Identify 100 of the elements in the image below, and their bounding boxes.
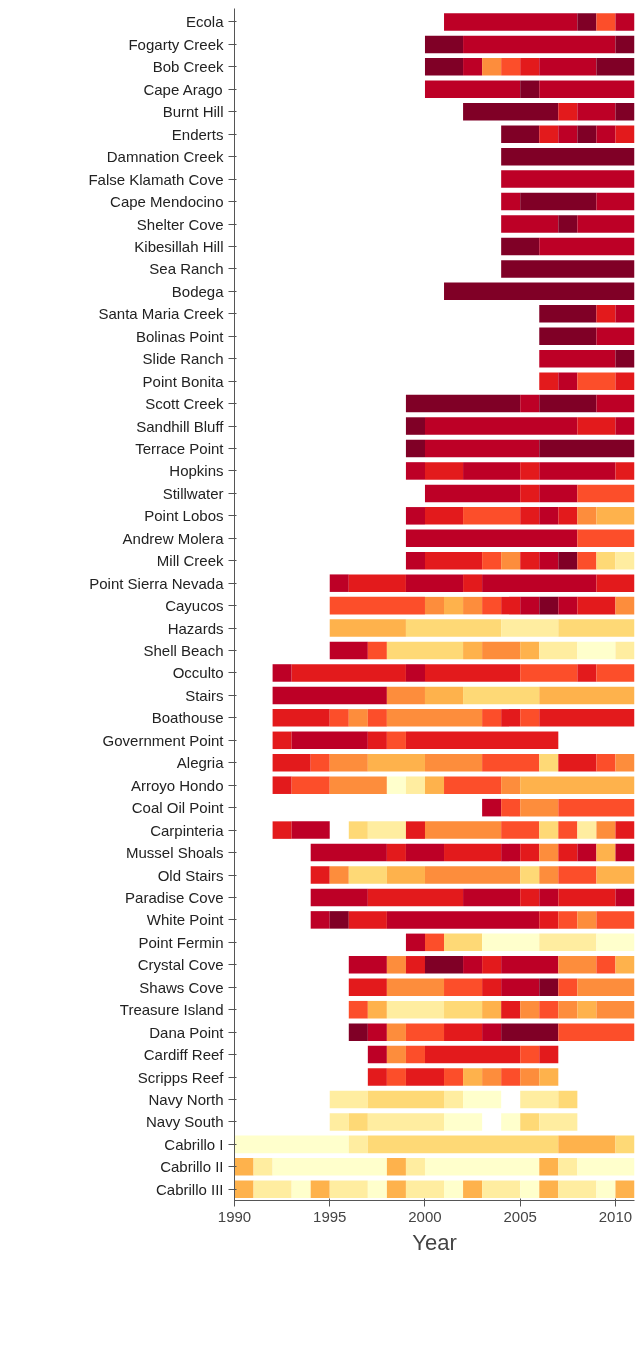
bar	[310, 888, 368, 907]
x-tick-label: 2005	[503, 1207, 537, 1225]
bar	[482, 956, 502, 974]
bar	[615, 125, 635, 143]
y-tick-label: Bolinas Point	[135, 327, 225, 345]
x-tick-label: 1990	[217, 1207, 252, 1225]
bar	[577, 215, 635, 233]
bar	[424, 1045, 521, 1064]
y-tick-label: Stillwater	[162, 484, 224, 502]
bar	[596, 192, 635, 211]
bar	[615, 35, 635, 54]
bar	[463, 1180, 483, 1199]
bar	[424, 956, 464, 974]
bar	[463, 462, 521, 480]
y-tick-label: Shell Beach	[143, 642, 224, 660]
y-tick-label: Mussel Shoals	[125, 844, 224, 862]
bar	[463, 888, 521, 907]
bar	[424, 35, 464, 54]
bar	[501, 125, 540, 143]
bar	[405, 551, 425, 570]
y-tick-label: Hopkins	[169, 462, 224, 480]
bar	[348, 821, 368, 839]
y-tick-label: Paradise Cove	[125, 888, 224, 906]
y-tick-label: Andrew Molera	[122, 529, 225, 547]
bar	[539, 349, 616, 368]
bar	[615, 462, 635, 480]
x-tick-label: 2000	[408, 1207, 442, 1225]
bar	[367, 1045, 387, 1064]
y-tick-label: Point Fermin	[138, 933, 224, 951]
x-tick-label: 2010	[598, 1207, 633, 1225]
bar	[596, 58, 635, 76]
bar	[501, 596, 521, 615]
bar	[539, 507, 559, 525]
bar	[596, 821, 616, 839]
bar	[482, 978, 502, 996]
bar	[577, 13, 597, 31]
y-tick-label: Cape Arago	[143, 80, 223, 98]
y-tick-label: Old Stairs	[157, 866, 224, 884]
bar	[577, 103, 616, 121]
bar	[558, 866, 597, 884]
bar	[329, 574, 349, 592]
bar	[520, 507, 540, 525]
y-tick-label: Bob Creek	[152, 58, 224, 76]
bar	[596, 1000, 635, 1019]
bar	[558, 619, 635, 637]
bar	[444, 933, 483, 952]
y-tick-label: Slide Ranch	[142, 350, 224, 368]
bar	[558, 551, 578, 570]
bar	[501, 978, 540, 996]
bar	[310, 911, 330, 929]
y-tick-label: Hazards	[167, 619, 224, 637]
bar	[539, 596, 559, 615]
bar	[405, 664, 425, 682]
bar	[501, 843, 521, 862]
bar	[615, 372, 635, 390]
y-tick-label: Scott Creek	[145, 395, 224, 413]
bar	[596, 911, 635, 929]
bar	[405, 507, 425, 525]
bar	[463, 103, 559, 121]
y-tick-label: Santa Maria Creek	[98, 305, 224, 323]
bar	[520, 866, 540, 884]
y-tick-label: White Point	[146, 911, 225, 929]
y-tick-label: Enderts	[171, 125, 224, 143]
bar	[558, 1180, 597, 1199]
bar	[405, 933, 425, 952]
y-tick-label: Mill Creek	[156, 552, 224, 570]
bar	[501, 1000, 521, 1019]
y-tick-label: Occulto	[172, 664, 224, 682]
y-tick-label: Dana Point	[149, 1023, 225, 1041]
bar	[501, 147, 635, 166]
bar	[539, 394, 597, 413]
bar	[558, 125, 578, 143]
bar	[405, 462, 425, 480]
bar	[539, 821, 559, 839]
bar	[539, 754, 559, 772]
bar	[615, 956, 635, 974]
bar	[482, 798, 502, 817]
bar	[615, 1135, 635, 1154]
y-tick-label: Shelter Cove	[136, 215, 224, 233]
bar	[520, 462, 540, 480]
bar	[558, 1090, 578, 1109]
bar	[539, 1045, 559, 1064]
bar	[558, 507, 578, 525]
bar	[539, 484, 578, 503]
bar	[272, 686, 387, 705]
bar	[596, 1180, 616, 1199]
y-tick-label: Cape Mendocino	[110, 193, 224, 211]
y-tick-label: Crystal Cove	[137, 956, 224, 974]
bar	[520, 1113, 540, 1131]
bar	[444, 13, 578, 31]
bar	[367, 1090, 445, 1109]
bar	[405, 619, 502, 637]
bar	[539, 1180, 559, 1199]
y-tick-label: Damnation Creek	[106, 148, 224, 166]
bar	[444, 1000, 483, 1019]
bar	[405, 529, 578, 548]
bar	[615, 103, 635, 121]
bar	[501, 170, 635, 188]
bar	[463, 956, 483, 974]
bar	[539, 439, 635, 458]
